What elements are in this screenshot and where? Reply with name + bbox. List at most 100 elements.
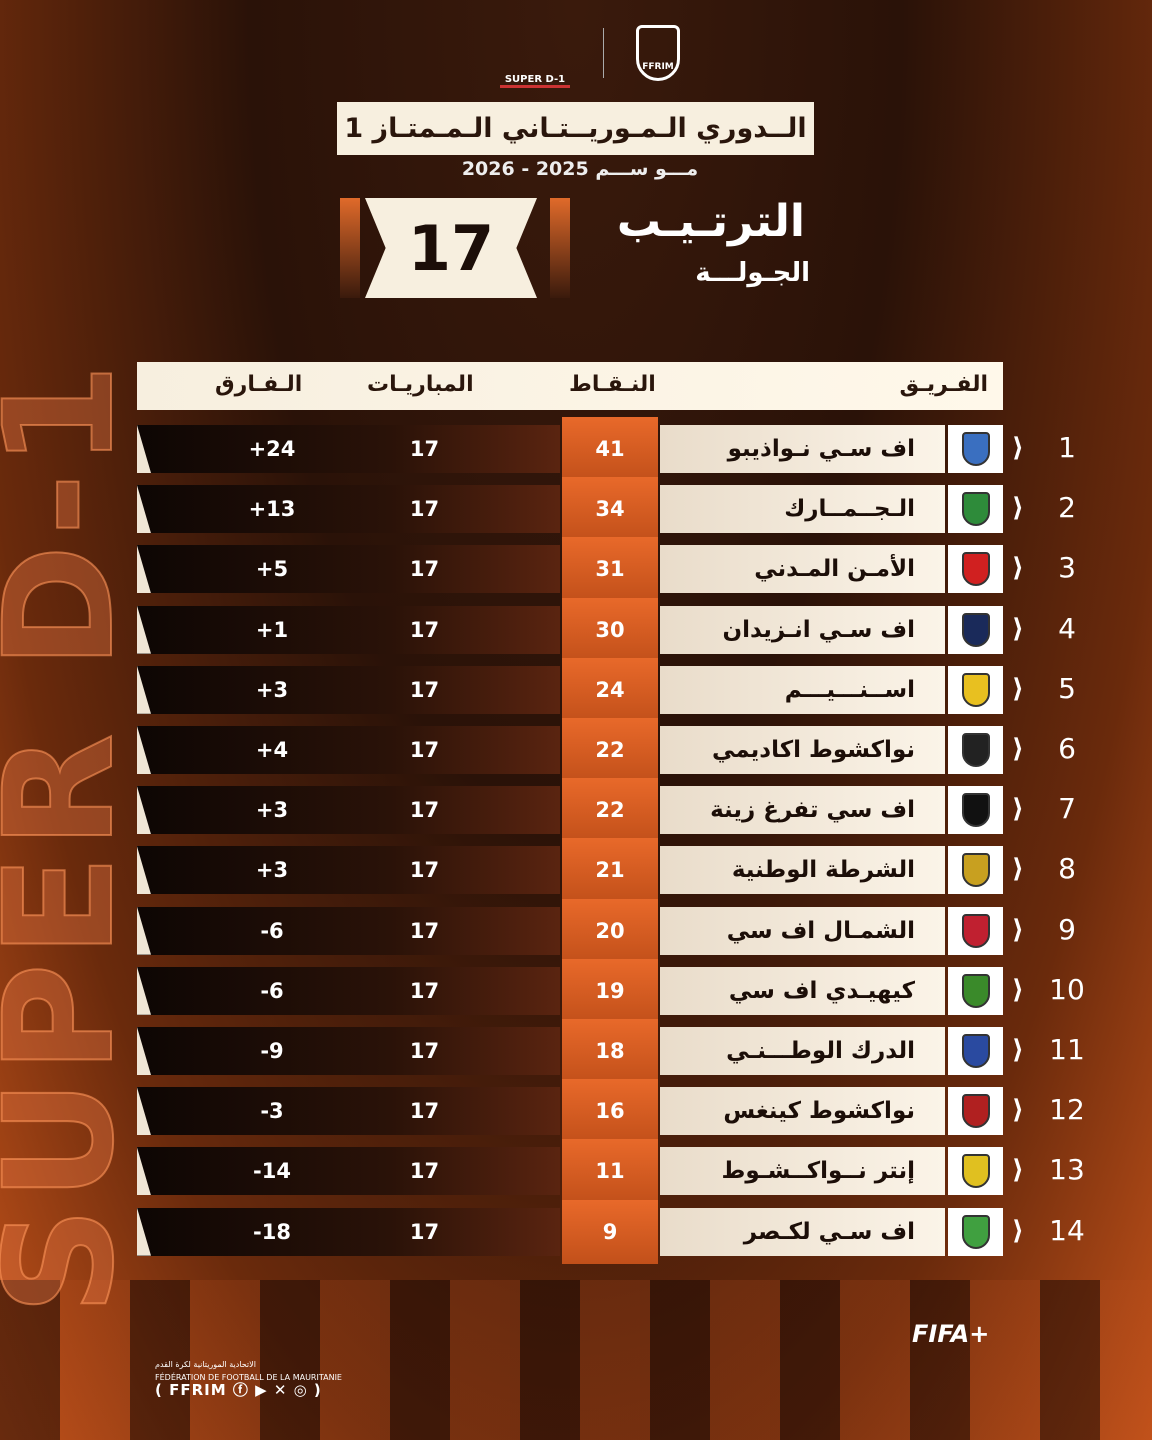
goal-difference: +1 <box>255 617 289 642</box>
row-background <box>137 846 560 895</box>
season-label: مـــو ســـم 2025 - 2026 <box>461 158 699 180</box>
points: 9 <box>562 1199 658 1264</box>
row-background <box>137 1207 560 1256</box>
row-background <box>137 485 560 534</box>
team-name: الشرطة الوطنية <box>660 846 945 895</box>
footer-arabic: الاتحادية الموريتانية لكرة القدم <box>155 1360 256 1369</box>
points: 18 <box>562 1019 658 1083</box>
goal-difference: -18 <box>253 1219 291 1244</box>
team-name: اف سـي نـواذيبو <box>660 425 945 473</box>
rank: 9 <box>1058 912 1076 946</box>
table-row: -14 17 11 إنتر نــواكــشـوط ⟩ 13 <box>137 1139 1087 1204</box>
chevron-icon: ⟩ <box>1012 673 1024 704</box>
team-logo-icon <box>948 1147 1003 1196</box>
chevron-icon: ⟩ <box>1012 553 1024 584</box>
header-logos: SUPER D-1 FFRIM <box>500 18 680 88</box>
team-logo-icon <box>948 786 1003 835</box>
goal-difference: +4 <box>255 738 289 762</box>
table-row: -6 17 19 كيهيـدي اف سي ⟩ 10 <box>137 958 1087 1023</box>
header-played: المباريـات <box>367 372 474 397</box>
points: 16 <box>562 1079 658 1144</box>
team-logo-icon <box>948 605 1003 654</box>
rank: 11 <box>1049 1033 1085 1066</box>
header-diff: الـفـارق <box>215 372 303 397</box>
federation-footer: الاتحادية الموريتانية لكرة القدم FÉDÉRAT… <box>155 1358 342 1399</box>
rank: 7 <box>1058 792 1076 826</box>
table-row: -9 17 18 الدرك الوطـــنـي ⟩ 11 <box>137 1019 1087 1083</box>
matches-played: 17 <box>409 437 440 461</box>
chevron-icon: ⟩ <box>1012 914 1024 945</box>
chevron-icon: ⟩ <box>1012 1095 1024 1126</box>
chevron-icon: ⟩ <box>1012 1155 1024 1186</box>
logo-divider <box>602 28 604 78</box>
rank: 2 <box>1058 491 1076 525</box>
footer-french: FÉDÉRATION DE FOOTBALL DE LA MAURITANIE <box>155 1373 342 1382</box>
matches-played: 17 <box>409 497 440 522</box>
round-label: الجـولـــة <box>695 258 810 288</box>
league-logo: SUPER D-1 <box>500 18 570 88</box>
rank: 10 <box>1049 972 1085 1006</box>
chevron-left-decoration <box>340 198 360 298</box>
team-name: اف سـي انـزيدان <box>660 605 945 654</box>
chevron-icon: ⟩ <box>1012 794 1024 825</box>
rank: 4 <box>1058 611 1076 645</box>
row-background <box>137 605 560 654</box>
team-logo-icon <box>948 545 1003 594</box>
chevron-icon: ⟩ <box>1012 1035 1024 1065</box>
standings-title: الترتـيـب <box>616 196 805 247</box>
team-name: اســنـــيـــم <box>660 665 945 714</box>
table-header: الفـريـق النـقـاط المباريـات الـفـارق <box>137 362 1003 410</box>
footer-social-handle: ( FFRIM ⓕ ▶ ✕ ◎ ) <box>155 1381 322 1399</box>
row-background <box>137 966 560 1015</box>
league-title: الــدوري الـمـوريــتـاني الـمـمتـاز 1 <box>337 102 814 155</box>
matches-played: 17 <box>409 918 440 943</box>
row-background <box>137 425 560 473</box>
chevron-icon: ⟩ <box>1012 1215 1024 1246</box>
goal-difference: +3 <box>255 677 289 702</box>
chevron-right-decoration <box>550 198 570 298</box>
goal-difference: -6 <box>260 918 284 943</box>
chevron-icon: ⟩ <box>1012 613 1024 644</box>
points: 19 <box>562 958 658 1023</box>
team-name: اف سـي لكـصر <box>660 1207 945 1256</box>
matches-played: 17 <box>409 1039 440 1063</box>
matches-played: 17 <box>409 738 440 762</box>
matches-played: 17 <box>409 557 440 582</box>
matches-played: 17 <box>409 858 440 883</box>
skyline-decoration <box>0 1280 1152 1440</box>
row-background <box>137 1087 560 1136</box>
team-name: الأمـن المـدني <box>660 545 945 594</box>
matches-played: 17 <box>409 1099 440 1124</box>
matches-played: 17 <box>409 978 440 1003</box>
header-points: النـقـاط <box>569 372 656 397</box>
fifa-plus-logo: FIFA+ <box>912 1320 990 1348</box>
goal-difference: +13 <box>248 497 296 522</box>
goal-difference: +24 <box>248 437 296 461</box>
points: 22 <box>562 778 658 843</box>
points: 24 <box>562 657 658 722</box>
row-background <box>137 665 560 714</box>
matches-played: 17 <box>409 1219 440 1244</box>
points: 21 <box>562 838 658 903</box>
round-number: 17 <box>365 198 537 298</box>
table-row: +24 17 41 اف سـي نـواذيبو ⟩ 1 <box>137 417 1087 481</box>
team-logo-icon <box>948 966 1003 1015</box>
goal-difference: +3 <box>255 798 289 823</box>
points: 11 <box>562 1139 658 1204</box>
rank: 3 <box>1058 551 1076 585</box>
goal-difference: -14 <box>253 1159 291 1184</box>
points: 34 <box>562 477 658 542</box>
header-team: الفـريـق <box>899 372 988 397</box>
points: 31 <box>562 537 658 602</box>
team-logo-icon <box>948 726 1003 774</box>
team-name: اف سي تفرغ زينة <box>660 786 945 835</box>
matches-played: 17 <box>409 677 440 702</box>
rank: 6 <box>1058 732 1076 765</box>
rank: 5 <box>1058 671 1076 705</box>
goal-difference: -6 <box>260 978 284 1003</box>
goal-difference: +5 <box>255 557 289 582</box>
table-row: -6 17 20 الشمـال اف سي ⟩ 9 <box>137 898 1087 963</box>
rank: 12 <box>1049 1093 1085 1127</box>
team-logo-icon <box>948 665 1003 714</box>
team-name: نواكشوط اكاديمي <box>660 726 945 774</box>
